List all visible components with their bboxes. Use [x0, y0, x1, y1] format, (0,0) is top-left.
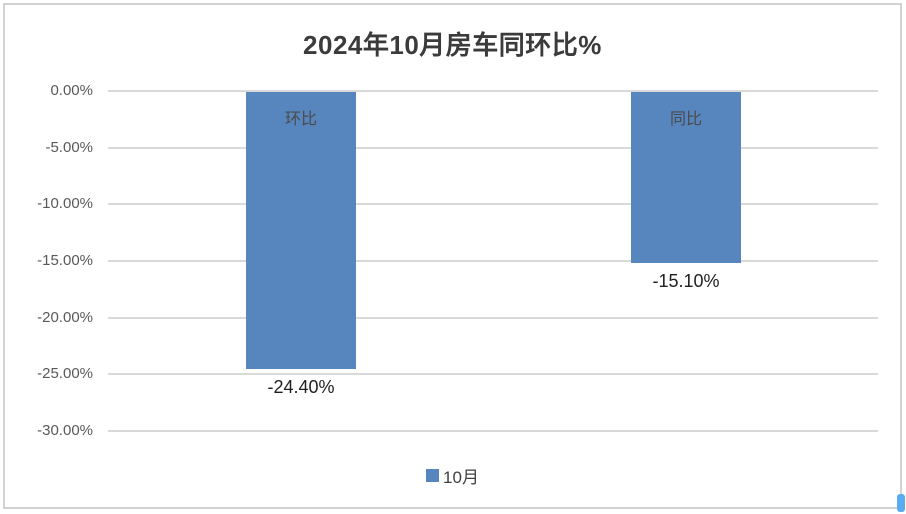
- bar-0[interactable]: 环比 -24.40%: [246, 92, 356, 397]
- gridline: [108, 203, 878, 206]
- gridline: [108, 373, 878, 376]
- bar-value-label: -24.40%: [267, 377, 335, 397]
- gridline: [108, 260, 878, 262]
- selection-handle[interactable]: [897, 494, 905, 512]
- bar-category-label: 同比: [669, 111, 702, 128]
- legend-label: 10月: [443, 468, 479, 487]
- bar-category-label: 环比: [284, 111, 317, 128]
- y-axis-tick-label: -5.00%: [45, 138, 93, 156]
- plot-area: 环比 -24.40% 同比 -15.10%: [108, 90, 878, 432]
- bar-value-label: -15.10%: [652, 271, 720, 291]
- chart-title: 2024年10月房车同环比%: [303, 30, 602, 60]
- bar-rect[interactable]: [246, 92, 356, 369]
- chart-frame[interactable]: 2024年10月房车同环比% 环比 -24.40% 同比 -15.10% 10月 0.…: [3, 3, 902, 509]
- legend-swatch: [426, 469, 440, 482]
- y-axis-tick-label: -10.00%: [37, 195, 93, 213]
- bar-rect[interactable]: [631, 92, 741, 263]
- y-axis-tick-label: -15.00%: [37, 252, 93, 269]
- gridline: [108, 146, 878, 149]
- gridline: [108, 90, 878, 92]
- y-axis-tick-label: -20.00%: [37, 308, 93, 326]
- gridline: [108, 430, 878, 432]
- y-axis-tick-label: -25.00%: [37, 365, 93, 383]
- y-axis-tick-label: 0.00%: [50, 82, 93, 99]
- gridline: [108, 316, 878, 319]
- legend[interactable]: 10月: [5, 463, 900, 488]
- y-axis-tick-label: -30.00%: [37, 422, 93, 439]
- bar-1[interactable]: 同比 -15.10%: [631, 92, 741, 291]
